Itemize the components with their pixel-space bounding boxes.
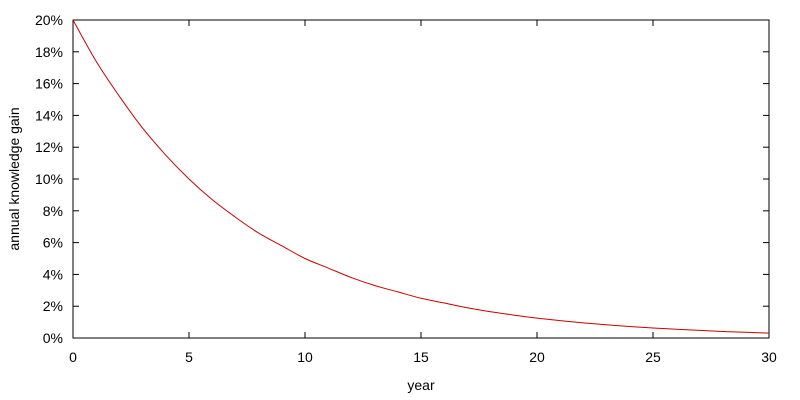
- x-tick-label: 20: [529, 349, 545, 365]
- x-tick-label: 30: [761, 349, 777, 365]
- y-tick-label: 12%: [35, 139, 63, 155]
- y-tick-label: 10%: [35, 171, 63, 187]
- plot-frame: [72, 19, 770, 339]
- y-tick-label: 16%: [35, 76, 63, 92]
- y-tick-label: 8%: [43, 203, 63, 219]
- y-tick-label: 6%: [43, 235, 63, 251]
- x-tick-label: 25: [645, 349, 661, 365]
- x-tick-label: 15: [413, 349, 429, 365]
- series-line: [72, 19, 770, 334]
- y-tick-label: 2%: [43, 298, 63, 314]
- y-tick-label: 18%: [35, 44, 63, 60]
- y-tick-label: 14%: [35, 107, 63, 123]
- x-axis-label: year: [407, 377, 435, 393]
- y-axis-label: annual knowledge gain: [6, 107, 22, 250]
- x-axis-ticks: 0 5 10 15 20 25 30: [69, 20, 777, 365]
- y-tick-label: 4%: [43, 266, 63, 282]
- y-axis-ticks: 0% 2% 4% 6% 8% 10% 12% 14% 16% 18% 20%: [35, 12, 769, 346]
- x-tick-label: 5: [185, 349, 193, 365]
- y-tick-label: 20%: [35, 12, 63, 28]
- y-tick-label: 0%: [43, 330, 63, 346]
- x-tick-label: 0: [69, 349, 77, 365]
- x-tick-label: 10: [297, 349, 313, 365]
